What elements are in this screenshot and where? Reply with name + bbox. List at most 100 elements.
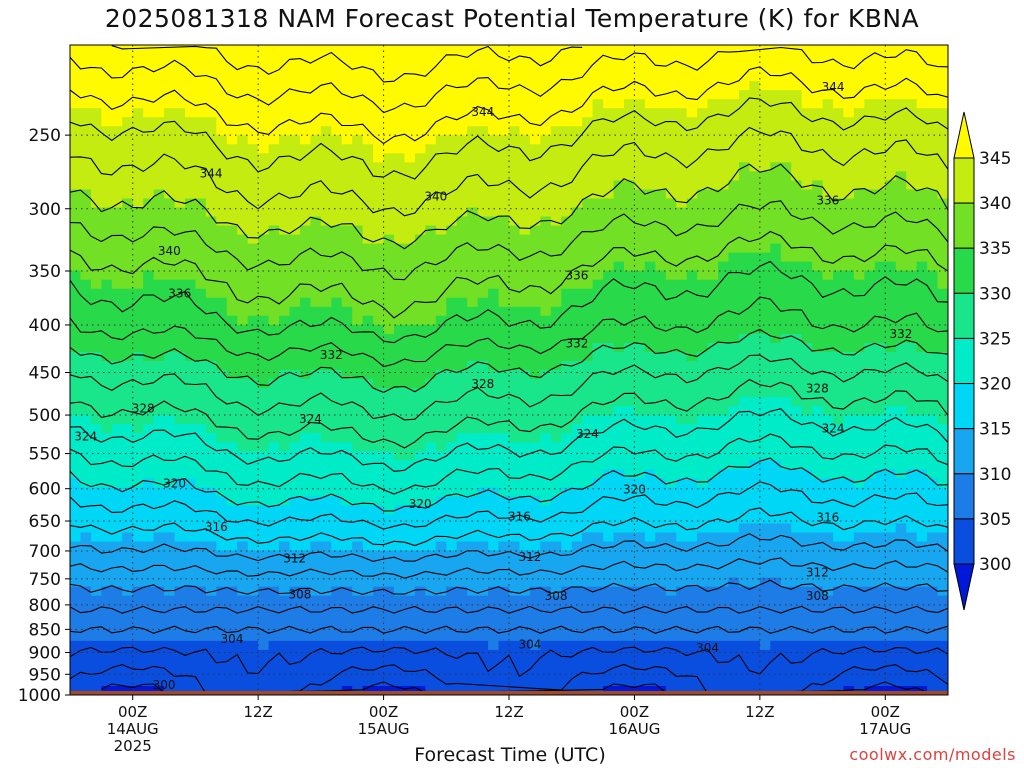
field-cell xyxy=(592,451,604,461)
field-cell xyxy=(320,496,332,507)
field-cell xyxy=(279,523,291,534)
field-cell xyxy=(143,532,155,543)
field-cell xyxy=(279,559,291,570)
field-cell xyxy=(561,514,573,525)
field-cell xyxy=(676,63,688,73)
field-cell xyxy=(122,117,134,127)
field-cell xyxy=(310,54,322,64)
field-cell xyxy=(111,613,123,624)
field-cell xyxy=(540,631,552,642)
field-cell xyxy=(132,54,144,64)
field-cell xyxy=(707,640,719,651)
field-cell xyxy=(634,541,646,552)
field-cell xyxy=(759,631,771,642)
field-cell xyxy=(498,63,510,73)
field-cell xyxy=(90,135,102,145)
field-cell xyxy=(425,424,437,434)
field-cell xyxy=(623,523,636,534)
field-cell xyxy=(467,469,479,479)
field-cell xyxy=(268,153,280,163)
field-cell xyxy=(414,135,426,145)
field-cell xyxy=(310,108,322,118)
field-cell xyxy=(216,207,228,218)
field-cell xyxy=(216,315,228,326)
field-cell xyxy=(268,207,280,218)
field-cell xyxy=(111,288,123,299)
field-cell xyxy=(414,586,426,597)
field-cell xyxy=(111,406,123,416)
field-cell xyxy=(665,505,677,516)
field-cell xyxy=(571,297,583,308)
field-cell xyxy=(529,631,541,642)
field-cell xyxy=(655,568,667,579)
field-cell xyxy=(571,306,583,317)
field-cell xyxy=(122,640,134,651)
field-cell xyxy=(216,577,228,588)
field-cell xyxy=(738,225,750,236)
field-cell xyxy=(571,469,583,479)
field-cell xyxy=(289,126,301,136)
field-cell xyxy=(247,370,259,380)
field-cell xyxy=(425,523,437,534)
field-cell xyxy=(467,433,479,443)
field-cell xyxy=(258,649,270,660)
field-cell xyxy=(310,180,322,191)
field-cell xyxy=(540,505,552,516)
field-cell xyxy=(623,279,636,290)
field-cell xyxy=(279,207,291,218)
field-cell xyxy=(195,324,207,335)
field-cell xyxy=(195,550,207,561)
field-cell xyxy=(164,198,176,209)
field-cell xyxy=(498,406,510,416)
field-cell xyxy=(738,81,750,91)
field-cell xyxy=(686,667,698,678)
field-cell xyxy=(174,676,186,687)
field-cell xyxy=(226,604,238,615)
field-cell xyxy=(519,370,531,380)
field-cell xyxy=(477,135,489,145)
field-cell xyxy=(697,63,709,73)
field-cell xyxy=(299,658,311,669)
field-cell xyxy=(467,324,479,335)
field-cell xyxy=(759,532,771,543)
field-cell xyxy=(373,99,385,109)
field-cell xyxy=(299,649,311,660)
field-cell xyxy=(519,442,531,452)
field-cell xyxy=(226,270,238,281)
field-cell xyxy=(509,189,521,200)
field-cell xyxy=(644,676,656,687)
field-cell xyxy=(759,649,771,660)
field-cell xyxy=(132,360,144,371)
field-cell xyxy=(655,631,667,642)
field-cell xyxy=(665,306,677,317)
field-cell xyxy=(247,487,259,497)
field-cell xyxy=(759,315,771,326)
field-cell xyxy=(759,198,771,209)
field-cell xyxy=(780,676,792,687)
field-cell xyxy=(540,45,552,55)
field-cell xyxy=(655,514,667,525)
field-cell xyxy=(341,180,353,191)
field-cell xyxy=(184,90,197,100)
field-cell xyxy=(686,523,698,534)
field-cell xyxy=(299,622,311,633)
field-cell xyxy=(676,360,688,371)
field-cell xyxy=(216,487,228,497)
field-cell xyxy=(90,559,102,570)
field-cell xyxy=(331,631,343,642)
field-cell xyxy=(759,54,771,64)
field-cell xyxy=(205,469,217,479)
field-cell xyxy=(226,469,238,479)
field-cell xyxy=(362,667,374,678)
field-cell xyxy=(258,45,270,55)
field-cell xyxy=(540,586,552,597)
field-cell xyxy=(247,306,259,317)
field-cell xyxy=(279,469,291,479)
field-cell xyxy=(226,622,238,633)
field-cell xyxy=(237,379,249,389)
field-cell xyxy=(101,54,113,64)
field-cell xyxy=(770,478,782,488)
field-cell xyxy=(237,451,249,461)
field-cell xyxy=(446,622,458,633)
field-cell xyxy=(258,216,270,227)
